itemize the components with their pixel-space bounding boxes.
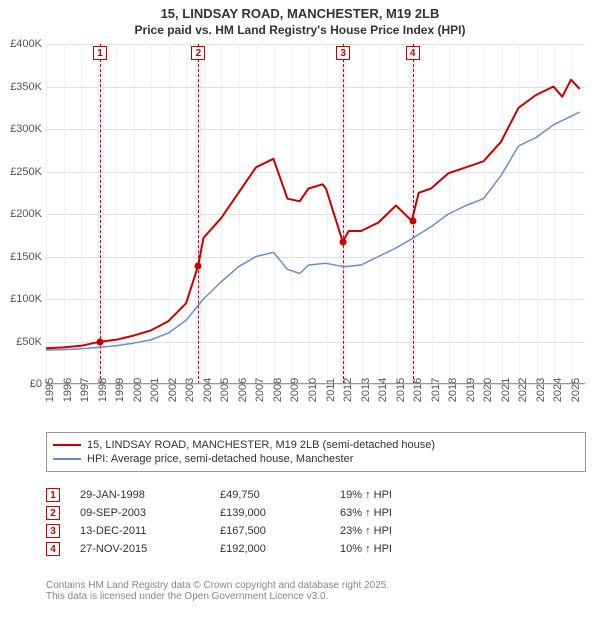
x-tick-label: 1995	[44, 378, 56, 402]
y-tick-label: £250K	[10, 166, 42, 178]
x-tick-label: 2012	[342, 378, 354, 402]
sale-marker-box: 3	[336, 46, 350, 60]
x-tick-label: 2008	[272, 378, 284, 402]
x-tick-label: 2024	[552, 378, 564, 402]
y-tick-label: £200K	[10, 208, 42, 220]
y-tick-label: £300K	[10, 123, 42, 135]
x-tick-label: 1999	[114, 378, 126, 402]
sale-delta-vs-hpi: 19% ↑ HPI	[340, 489, 392, 501]
x-tick-label: 2002	[167, 378, 179, 402]
x-tick-label: 2023	[535, 378, 547, 402]
line-series-svg	[46, 44, 585, 384]
x-tick-label: 2004	[202, 378, 214, 402]
x-tick-label: 1996	[62, 378, 74, 402]
x-tick-label: 2001	[149, 378, 161, 402]
sale-delta-vs-hpi: 23% ↑ HPI	[340, 525, 392, 537]
title-line-2: Price paid vs. HM Land Registry's House …	[0, 23, 600, 37]
x-tick-label: 2016	[412, 378, 424, 402]
legend-row: HPI: Average price, semi-detached house,…	[53, 453, 579, 465]
x-tick-label: 2021	[500, 378, 512, 402]
sale-marker-box: 4	[406, 46, 420, 60]
sale-point-marker	[195, 262, 202, 269]
x-tick-label: 2011	[325, 378, 337, 402]
sale-price: £192,000	[220, 543, 340, 555]
sale-date: 13-DEC-2011	[80, 525, 220, 537]
x-tick-label: 2009	[289, 378, 301, 402]
series-line-hpi	[46, 112, 580, 350]
x-tick-label: 2014	[377, 378, 389, 402]
x-tick-label: 1998	[97, 378, 109, 402]
sale-point-marker	[97, 338, 104, 345]
x-tick-label: 2006	[237, 378, 249, 402]
sale-delta-vs-hpi: 10% ↑ HPI	[340, 543, 392, 555]
sale-table-row: 3 13-DEC-2011£167,50023% ↑ HPI	[46, 524, 586, 538]
sale-date: 27-NOV-2015	[80, 543, 220, 555]
x-axis: 1995199619971998199920002001200220032004…	[46, 386, 586, 430]
x-tick-label: 2010	[307, 378, 319, 402]
legend-label: 15, LINDSAY ROAD, MANCHESTER, M19 2LB (s…	[87, 439, 435, 451]
legend-swatch	[53, 444, 81, 446]
x-tick-label: 2000	[132, 378, 144, 402]
sale-marker-box: 2	[191, 46, 205, 60]
y-tick-label: £350K	[10, 81, 42, 93]
legend: 15, LINDSAY ROAD, MANCHESTER, M19 2LB (s…	[46, 432, 586, 472]
sale-table-num-box: 1	[46, 488, 60, 502]
y-tick-label: £50K	[16, 336, 42, 348]
x-tick-label: 2015	[395, 378, 407, 402]
x-tick-label: 2017	[430, 378, 442, 402]
sale-price: £139,000	[220, 507, 340, 519]
plot-area: 1 2 3 4	[46, 44, 586, 384]
x-tick-label: 2018	[447, 378, 459, 402]
sale-table-row: 4 27-NOV-2015£192,00010% ↑ HPI	[46, 542, 586, 556]
sale-price: £167,500	[220, 525, 340, 537]
sale-marker-box: 1	[93, 46, 107, 60]
sale-delta-vs-hpi: 63% ↑ HPI	[340, 507, 392, 519]
y-tick-label: £0	[30, 378, 42, 390]
x-tick-label: 2019	[465, 378, 477, 402]
legend-row: 15, LINDSAY ROAD, MANCHESTER, M19 2LB (s…	[53, 439, 579, 451]
x-tick-label: 2013	[360, 378, 372, 402]
sale-point-marker	[409, 217, 416, 224]
x-tick-label: 2020	[482, 378, 494, 402]
sale-table-num-box: 3	[46, 524, 60, 538]
sale-date: 29-JAN-1998	[80, 489, 220, 501]
chart-container: { "title": { "line1": "15, LINDSAY ROAD,…	[0, 0, 600, 620]
legend-swatch	[53, 458, 81, 460]
footer-line-1: Contains HM Land Registry data © Crown c…	[46, 580, 586, 591]
footer-line-2: This data is licensed under the Open Gov…	[46, 591, 586, 602]
x-tick-label: 2022	[517, 378, 529, 402]
chart-title: 15, LINDSAY ROAD, MANCHESTER, M19 2LB Pr…	[0, 0, 600, 39]
x-tick-label: 2025	[570, 378, 582, 402]
y-tick-label: £100K	[10, 293, 42, 305]
y-tick-label: £400K	[10, 38, 42, 50]
sale-table-row: 1 29-JAN-1998£49,75019% ↑ HPI	[46, 488, 586, 502]
x-tick-label: 2003	[184, 378, 196, 402]
x-tick-label: 2005	[219, 378, 231, 402]
y-tick-label: £150K	[10, 251, 42, 263]
sale-date: 09-SEP-2003	[80, 507, 220, 519]
legend-label: HPI: Average price, semi-detached house,…	[87, 453, 353, 465]
sale-table-num-box: 4	[46, 542, 60, 556]
sale-point-marker	[340, 238, 347, 245]
y-axis: £0£50K£100K£150K£200K£250K£300K£350K£400…	[0, 44, 46, 384]
sale-table-row: 2 09-SEP-2003£139,00063% ↑ HPI	[46, 506, 586, 520]
footer-attribution: Contains HM Land Registry data © Crown c…	[46, 580, 586, 602]
sale-price: £49,750	[220, 489, 340, 501]
sale-table-num-box: 2	[46, 506, 60, 520]
x-tick-label: 1997	[79, 378, 91, 402]
sales-table: 1 29-JAN-1998£49,75019% ↑ HPI 2 09-SEP-2003…	[46, 484, 586, 560]
x-tick-label: 2007	[254, 378, 266, 402]
title-line-1: 15, LINDSAY ROAD, MANCHESTER, M19 2LB	[0, 6, 600, 21]
series-line-property	[46, 80, 580, 349]
